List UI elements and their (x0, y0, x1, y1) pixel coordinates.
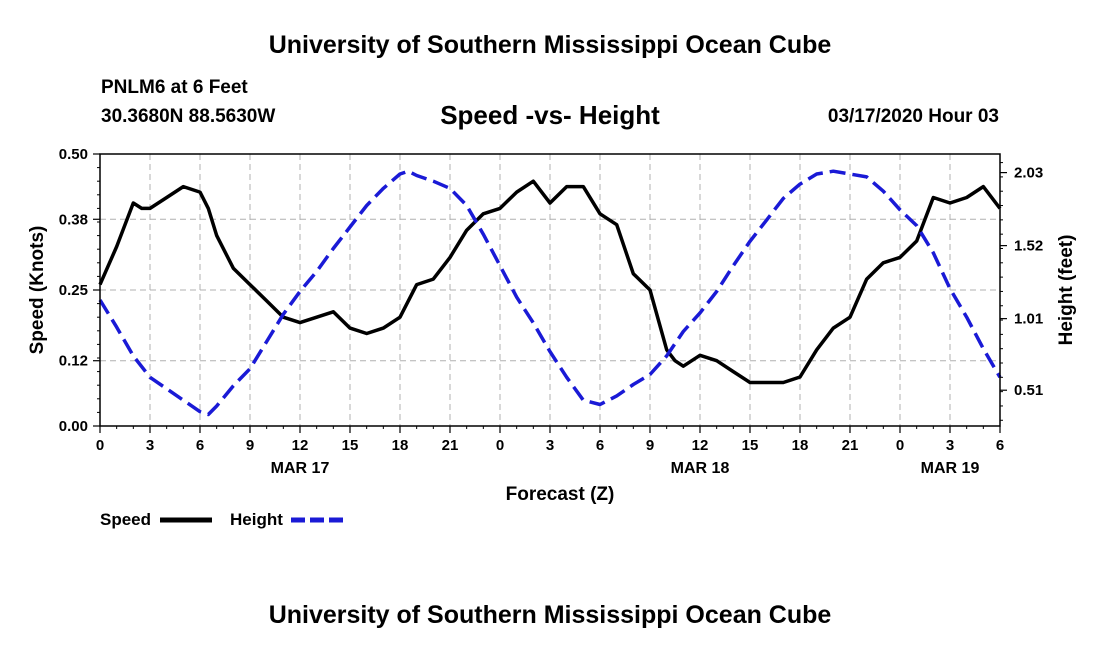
y2-tick-label: 0.51 (1014, 382, 1043, 399)
x-tick-label: 0 (896, 437, 904, 454)
x-tick-label: 12 (292, 437, 309, 454)
legend-speed-label: Speed (100, 510, 151, 529)
footer-title: University of Southern Mississippi Ocean… (268, 601, 832, 629)
y-tick-label: 0.38 (59, 211, 88, 228)
station-label: PNLM6 at 6 Feet (101, 77, 248, 98)
x-tick-label: 3 (146, 437, 154, 454)
x-tick-label: 3 (946, 437, 954, 454)
date-label: MAR 17 (271, 460, 330, 477)
y-tick-label: 0.25 (59, 282, 88, 299)
x-tick-label: 15 (342, 437, 359, 454)
forecast-datetime: 03/17/2020 Hour 03 (827, 106, 999, 127)
x-tick-label: 18 (392, 437, 409, 454)
x-tick-label: 6 (196, 437, 204, 454)
x-tick-label: 12 (692, 437, 709, 454)
legend-height-label: Height (230, 510, 283, 529)
y-tick-label: 0.50 (59, 146, 88, 163)
page-title: University of Southern Mississippi Ocean… (268, 31, 832, 59)
y-axis-label: Speed (Knots) (27, 226, 48, 355)
y2-tick-label: 1.52 (1014, 238, 1043, 255)
y-tick-label: 0.00 (59, 418, 88, 435)
x-axis-label: Forecast (Z) (506, 484, 615, 505)
y2-axis-label: Height (feet) (1056, 235, 1077, 346)
y-tick-label: 0.12 (59, 353, 88, 370)
x-tick-label: 6 (596, 437, 604, 454)
y2-tick-label: 2.03 (1014, 165, 1043, 182)
series-line-speed (98, 179, 1002, 385)
legend: Speed Height (100, 510, 343, 529)
date-label: MAR 19 (921, 460, 980, 477)
x-tick-label: 0 (96, 437, 104, 454)
x-tick-label: 0 (496, 437, 504, 454)
station-coords: 30.3680N 88.5630W (101, 106, 276, 127)
x-tick-label: 9 (246, 437, 254, 454)
x-tick-label: 6 (996, 437, 1004, 454)
x-tick-label: 21 (842, 437, 859, 454)
x-tick-label: 9 (646, 437, 654, 454)
x-tick-label: 15 (742, 437, 759, 454)
x-tick-label: 21 (442, 437, 459, 454)
y2-tick-label: 1.01 (1014, 311, 1043, 328)
chart-title: Speed -vs- Height (440, 100, 660, 130)
date-label: MAR 18 (671, 460, 730, 477)
x-tick-label: 3 (546, 437, 554, 454)
series-line-height (98, 169, 1002, 417)
x-tick-label: 18 (792, 437, 809, 454)
